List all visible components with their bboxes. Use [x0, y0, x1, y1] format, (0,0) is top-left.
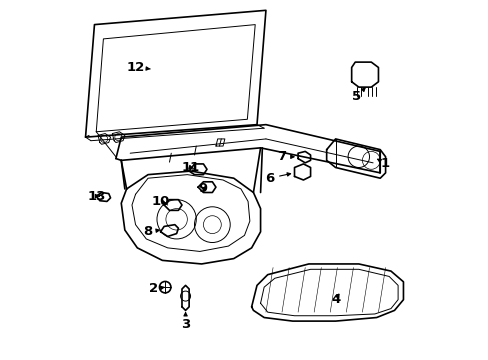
Text: 2: 2 — [148, 283, 164, 296]
Text: 11: 11 — [182, 161, 200, 174]
Text: 12: 12 — [126, 61, 150, 74]
Text: 9: 9 — [199, 183, 207, 195]
Text: 3: 3 — [181, 312, 190, 331]
Text: 5: 5 — [352, 88, 365, 103]
Text: 1: 1 — [377, 157, 389, 170]
Text: 4: 4 — [330, 293, 340, 306]
Text: 6: 6 — [264, 172, 290, 185]
Text: 13: 13 — [87, 190, 105, 203]
Text: 8: 8 — [143, 225, 159, 238]
Text: 7: 7 — [277, 150, 293, 163]
Text: 10: 10 — [151, 195, 169, 208]
